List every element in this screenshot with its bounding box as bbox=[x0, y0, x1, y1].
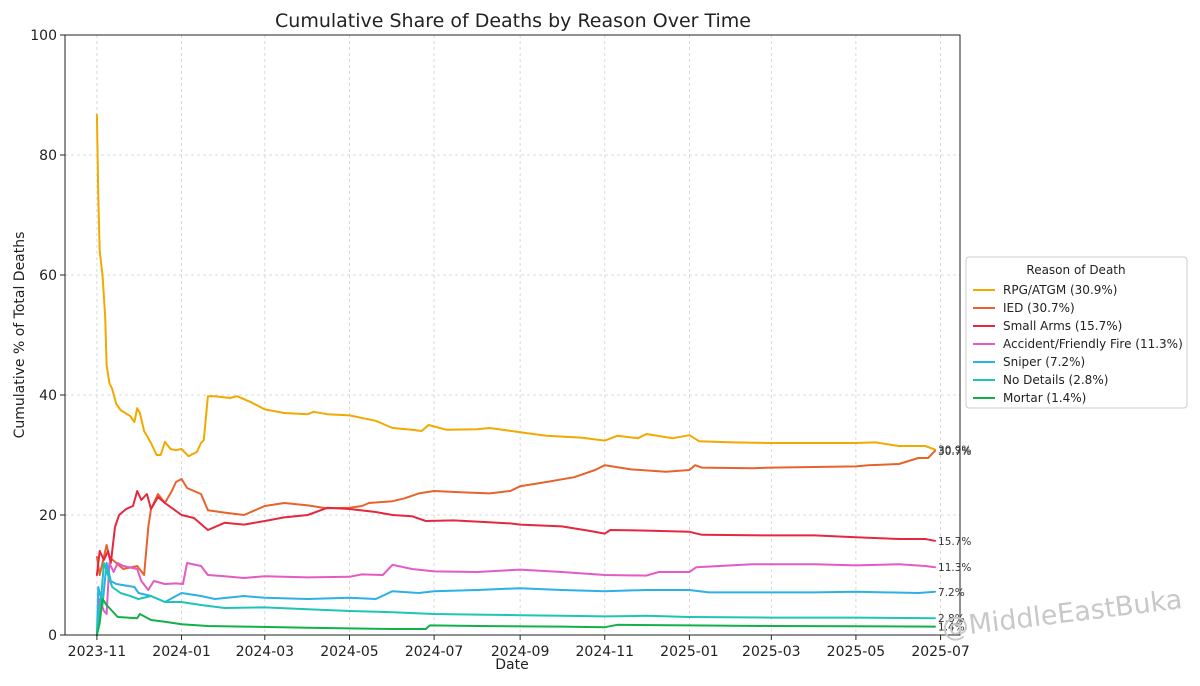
y-tick-label: 20 bbox=[39, 508, 57, 524]
series-end-label: 15.7% bbox=[938, 536, 971, 548]
series-line bbox=[95, 562, 936, 636]
x-tick-label: 2025-05 bbox=[827, 644, 886, 660]
y-tick-label: 60 bbox=[39, 268, 57, 284]
chart-title: Cumulative Share of Deaths by Reason Ove… bbox=[275, 10, 751, 32]
x-tick-label: 2024-07 bbox=[405, 644, 464, 660]
y-tick-label: 0 bbox=[48, 628, 57, 644]
legend-item-label: No Details (2.8%) bbox=[1003, 373, 1108, 387]
x-axis-label: Date bbox=[495, 657, 528, 673]
series-line bbox=[95, 113, 936, 458]
x-tick-label: 2024-09 bbox=[491, 644, 550, 660]
x-tick-label: 2025-03 bbox=[742, 644, 801, 660]
legend-title: Reason of Death bbox=[1026, 263, 1125, 277]
y-tick-label: 80 bbox=[39, 148, 57, 164]
end-labels: 30.9%30.7% 15.7% 11.3% 7.2% 2.8%1.4% bbox=[938, 445, 971, 634]
x-tick-label: 2024-05 bbox=[320, 644, 379, 660]
axis-ticks: 2023-11 2024-01 2024-03 2024-05 2024-07 2024-… bbox=[30, 28, 970, 660]
x-tick-label: 2025-01 bbox=[660, 644, 719, 660]
series-end-label: 2.8% bbox=[938, 613, 965, 625]
y-tick-label: 40 bbox=[39, 388, 57, 404]
grid bbox=[65, 34, 960, 636]
x-tick-label: 2024-03 bbox=[236, 644, 295, 660]
x-tick-label: 2024-11 bbox=[576, 644, 635, 660]
series-end-label: 30.7% bbox=[938, 446, 971, 458]
x-tick-label: 2023-11 bbox=[68, 644, 127, 660]
x-tick-label: 2024-01 bbox=[152, 644, 211, 660]
plot-frame bbox=[64, 34, 961, 636]
legend-item-label: IED (30.7%) bbox=[1003, 301, 1075, 315]
series-line bbox=[95, 562, 936, 636]
legend-item-label: Sniper (7.2%) bbox=[1003, 355, 1085, 369]
series-end-label: 1.4% bbox=[938, 622, 965, 634]
legend-box bbox=[965, 256, 1188, 409]
series-lines bbox=[95, 113, 936, 636]
y-axis-label: Cumulative % of Total Deaths bbox=[12, 232, 28, 439]
series-end-label: 30.9% bbox=[938, 445, 971, 457]
series-end-label: 11.3% bbox=[938, 562, 971, 574]
legend-item-label: RPG/ATGM (30.9%) bbox=[1003, 283, 1117, 297]
legend-item-label: Small Arms (15.7%) bbox=[1003, 319, 1122, 333]
series-line bbox=[95, 562, 936, 636]
legend-item-label: Accident/Friendly Fire (11.3%) bbox=[1003, 337, 1183, 351]
legend: Reason of Death RPG/ATGM (30.9%) IED (30.… bbox=[965, 256, 1188, 409]
series-end-label: 7.2% bbox=[938, 587, 965, 599]
series-line bbox=[95, 490, 936, 576]
watermark: @MiddleEastBuka bbox=[940, 584, 1184, 644]
x-tick-label: 2025-07 bbox=[911, 644, 970, 660]
series-line bbox=[95, 449, 936, 576]
series-line bbox=[95, 598, 936, 636]
y-tick-label: 100 bbox=[30, 28, 57, 44]
legend-item-label: Mortar (1.4%) bbox=[1003, 391, 1086, 405]
